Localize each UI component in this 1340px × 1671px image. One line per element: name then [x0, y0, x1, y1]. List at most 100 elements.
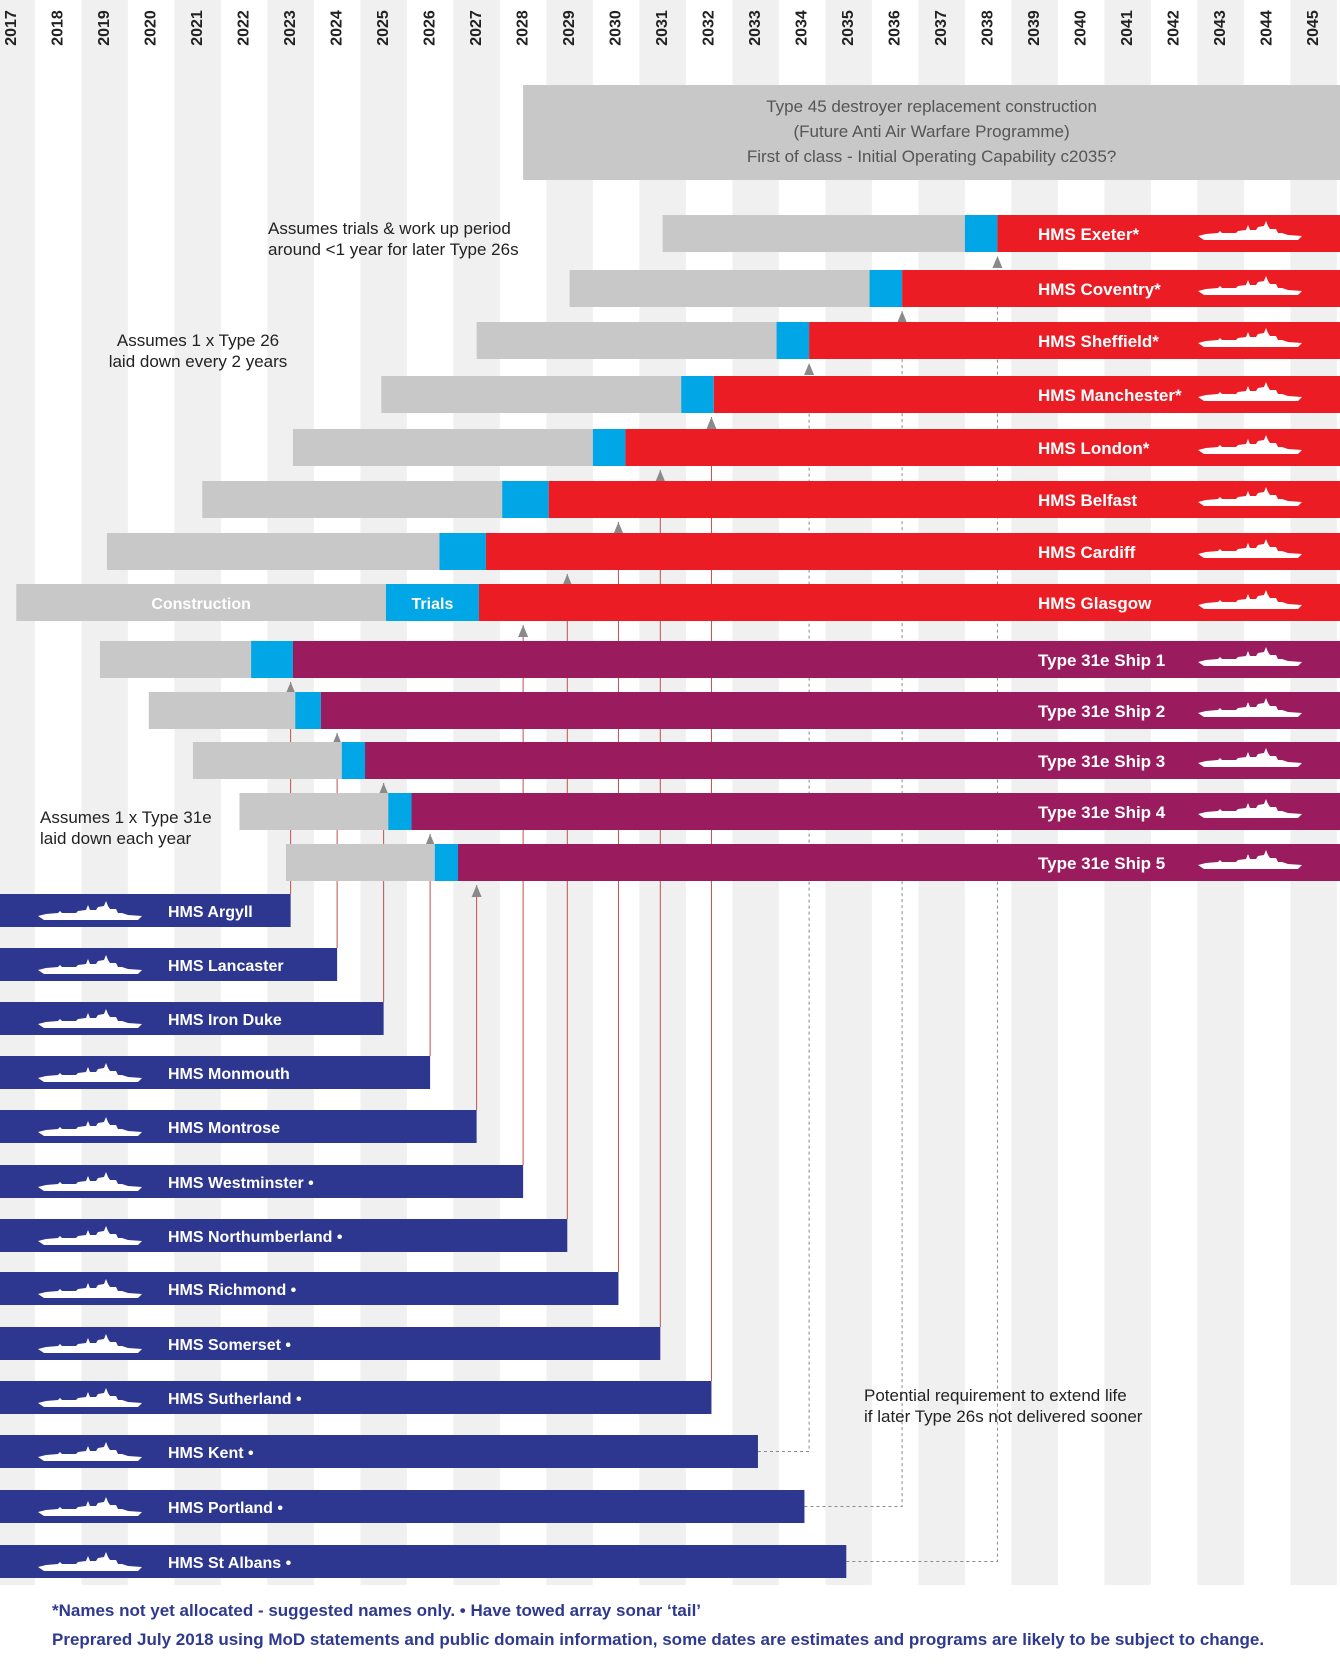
- type23-name: HMS Argyll: [168, 904, 253, 921]
- type31e-construction-bar: [99, 641, 252, 678]
- link-arrowhead: [897, 311, 908, 323]
- type31e-trials-bar: [434, 844, 459, 881]
- type26-service-bar: [485, 533, 1340, 570]
- type31e-name: Type 31e Ship 4: [1038, 803, 1166, 822]
- type31e-service-bar: [292, 641, 1340, 678]
- link-arrowhead: [425, 834, 436, 846]
- year-label: 2018: [50, 10, 67, 46]
- construction-legend-label: Construction: [151, 596, 251, 613]
- type23-name: HMS Westminster •: [168, 1175, 314, 1192]
- year-stripe: [1011, 0, 1058, 1585]
- year-stripe: [918, 0, 965, 1585]
- type31e-service-bar: [365, 742, 1340, 779]
- trials-legend-label: Trials: [412, 596, 454, 613]
- year-stripe: [639, 0, 686, 1585]
- type23-name: HMS Sutherland •: [168, 1391, 302, 1408]
- link-arrowhead: [378, 783, 389, 795]
- link-arrowhead: [285, 682, 296, 694]
- year-label: 2024: [329, 10, 346, 46]
- extension-link-line: [846, 256, 998, 1562]
- year-label: 2023: [282, 10, 299, 46]
- year-stripe: [1197, 0, 1244, 1585]
- type31e-construction-bar: [148, 692, 296, 729]
- type26-name: HMS Belfast: [1038, 491, 1138, 510]
- type26-name: HMS Glasgow: [1038, 594, 1152, 613]
- type23-bar: [0, 1381, 712, 1414]
- annotation-extend: Potential requirement to extend life: [864, 1386, 1127, 1405]
- year-label: 2019: [96, 10, 113, 46]
- year-label: 2030: [608, 10, 625, 46]
- type31e-name: Type 31e Ship 1: [1038, 651, 1165, 670]
- link-arrowhead: [655, 470, 666, 482]
- type26-construction-bar: [106, 533, 440, 570]
- type26-trials-bar: [681, 376, 714, 413]
- type23-bar: [0, 1110, 477, 1143]
- year-label: 2031: [654, 10, 671, 46]
- year-stripe: [0, 0, 35, 1585]
- type23-name: HMS Portland •: [168, 1500, 283, 1517]
- link-arrowhead: [992, 256, 1003, 268]
- type31e-trials-bar: [388, 793, 412, 830]
- type23-bar: [0, 1002, 384, 1035]
- type26-name: HMS Exeter*: [1038, 225, 1139, 244]
- year-stripe: [453, 0, 500, 1585]
- type23-name: HMS Monmouth: [168, 1066, 290, 1083]
- link-arrowhead: [471, 885, 482, 897]
- type23-bar: [0, 894, 291, 927]
- type23-name: HMS Richmond •: [168, 1282, 297, 1299]
- annotation-trials: around <1 year for later Type 26s: [268, 240, 519, 259]
- annotation-t31rate: laid down each year: [40, 829, 192, 848]
- type31e-construction-bar: [192, 742, 342, 779]
- type26-name: HMS Sheffield*: [1038, 332, 1159, 351]
- type26-trials-bar: [439, 533, 486, 570]
- footnote-prepared: Preprared July 2018 using MoD statements…: [52, 1630, 1265, 1649]
- year-stripe: [732, 0, 779, 1585]
- type26-construction-bar: [202, 481, 503, 518]
- link-arrowhead: [518, 625, 529, 637]
- type31e-construction-bar: [239, 793, 389, 830]
- type31e-construction-bar: [285, 844, 435, 881]
- type23-name: HMS Lancaster: [168, 958, 284, 975]
- type26-construction-bar: [662, 215, 965, 252]
- type23-bar: [0, 1435, 758, 1468]
- type31e-name: Type 31e Ship 2: [1038, 702, 1165, 721]
- type26-construction-bar: [476, 322, 777, 359]
- type26-trials-bar: [592, 429, 626, 466]
- annotation-t26rate: Assumes 1 x Type 26: [117, 331, 279, 350]
- link-arrowhead: [562, 574, 573, 586]
- type45-box-line: Type 45 destroyer replacement constructi…: [766, 97, 1097, 116]
- footnote-names: *Names not yet allocated - suggested nam…: [52, 1601, 702, 1620]
- type31e-name: Type 31e Ship 5: [1038, 854, 1165, 873]
- type26-trials-bar: [776, 322, 810, 359]
- link-arrowhead: [613, 522, 624, 534]
- type23-bar: [0, 948, 338, 981]
- year-label: 2033: [747, 10, 764, 46]
- year-stripe: [825, 0, 872, 1585]
- year-label: 2045: [1305, 10, 1322, 46]
- year-label: 2038: [980, 10, 997, 46]
- link-arrowhead: [804, 363, 815, 375]
- year-label: 2042: [1166, 10, 1183, 46]
- year-label: 2034: [794, 10, 811, 46]
- annotation-extend: if later Type 26s not delivered sooner: [864, 1407, 1143, 1426]
- year-label: 2043: [1212, 10, 1229, 46]
- type31e-service-bar: [411, 793, 1340, 830]
- year-label: 2021: [189, 10, 206, 46]
- type26-service-bar: [548, 481, 1340, 518]
- type31e-name: Type 31e Ship 3: [1038, 752, 1165, 771]
- year-label: 2017: [3, 10, 20, 46]
- year-label: 2040: [1073, 10, 1090, 46]
- type26-construction-bar: [292, 429, 593, 466]
- type26-trials-bar: [385, 584, 479, 621]
- year-label: 2039: [1026, 10, 1043, 46]
- year-label: 2037: [933, 10, 950, 46]
- annotation-t26rate: laid down every 2 years: [109, 352, 288, 371]
- type23-name: HMS Kent •: [168, 1445, 254, 1462]
- year-label: 2044: [1259, 10, 1276, 46]
- type23-bar: [0, 1056, 431, 1089]
- year-stripe: [1290, 0, 1337, 1585]
- year-label: 2036: [887, 10, 904, 46]
- type31e-trials-bar: [341, 742, 366, 779]
- type31e-service-bar: [320, 692, 1340, 729]
